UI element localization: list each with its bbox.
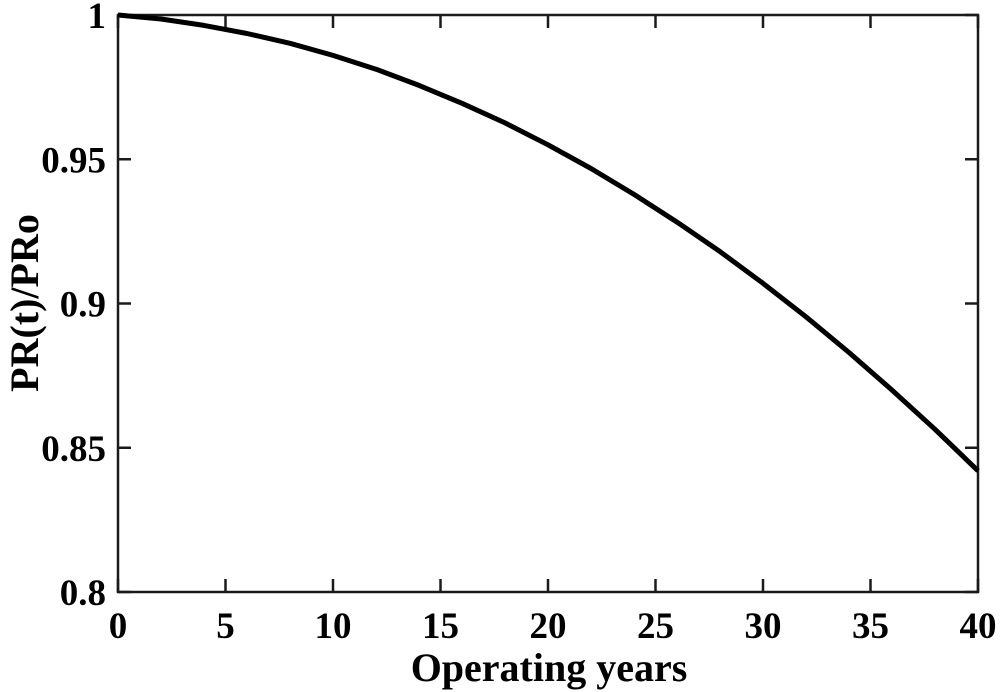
x-tick-label: 15 bbox=[422, 606, 459, 647]
y-axis-title: PR(t)/PRo bbox=[2, 214, 47, 392]
x-tick-label: 10 bbox=[315, 606, 352, 647]
series-line-pr-degradation bbox=[117, 12, 980, 473]
y-tick-label: 0.95 bbox=[41, 140, 106, 181]
x-tick-label: 30 bbox=[745, 606, 782, 647]
x-tick-label: 0 bbox=[109, 606, 128, 647]
y-tick-label: 0.9 bbox=[60, 285, 106, 326]
x-tick-label: 5 bbox=[216, 606, 235, 647]
y-tick-label: 1 bbox=[88, 0, 107, 37]
y-tick-label: 0.8 bbox=[60, 573, 106, 614]
x-tick-label: 25 bbox=[637, 606, 674, 647]
plot-box bbox=[116, 13, 980, 594]
x-tick-label: 40 bbox=[960, 606, 997, 647]
y-tick-label: 0.85 bbox=[41, 429, 106, 470]
x-tick-label: 20 bbox=[530, 606, 567, 647]
plot-area: 0 5 10 15 20 25 30 35 40 0.8 0.85 0.9 0.95 1 bbox=[41, 0, 996, 647]
x-tick-label: 35 bbox=[852, 606, 889, 647]
x-axis-title: Operating years bbox=[411, 645, 688, 690]
